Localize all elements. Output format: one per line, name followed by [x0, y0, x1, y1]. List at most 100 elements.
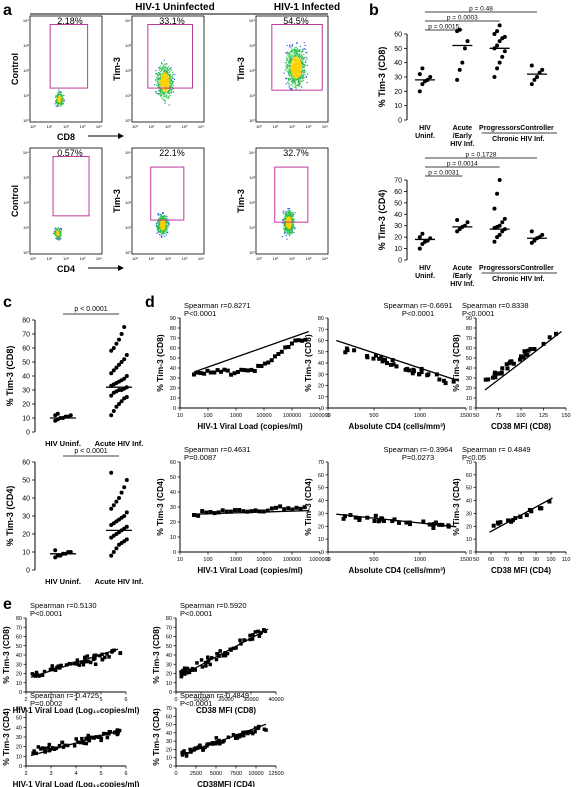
p-value-label: p < 0.0001 — [74, 306, 107, 313]
y-tick-label: 10² — [125, 68, 131, 73]
data-point — [64, 663, 69, 667]
x-tick-label: 10¹ — [273, 256, 279, 261]
y-tick-label: 30 — [318, 511, 324, 517]
data-point — [124, 374, 129, 378]
data-point — [511, 361, 516, 366]
x-tick-label: 6 — [124, 771, 127, 777]
y-tick-label: 0 — [169, 764, 172, 770]
data-point — [196, 513, 201, 518]
data-point — [202, 371, 207, 376]
data-point — [253, 508, 258, 513]
y-tick-label: 0 — [26, 430, 30, 437]
y-tick-label: 90 — [466, 316, 472, 322]
y-tick-label: 40 — [318, 499, 324, 505]
data-point — [465, 39, 470, 44]
y-tick-label: 0 — [19, 764, 22, 770]
data-point — [115, 728, 120, 732]
data-point — [50, 664, 54, 668]
flow-plot-frame — [131, 147, 205, 255]
y-tick-label: 70 — [466, 336, 472, 342]
header-uninfected: HIV-1 Uninfected — [135, 2, 214, 13]
y-tick-label: 40 — [394, 212, 402, 219]
data-point — [497, 23, 502, 28]
regression-line — [489, 497, 553, 533]
spearman-label: Spearman r=0.4631 — [184, 445, 251, 454]
data-point — [107, 655, 111, 659]
data-point — [273, 354, 277, 359]
data-point — [217, 654, 221, 658]
data-point — [526, 348, 531, 353]
x-tick-label: 75 — [495, 413, 501, 419]
data-point — [298, 506, 303, 511]
data-point — [85, 654, 90, 658]
y-tick-label: 80 — [22, 318, 30, 325]
data-point — [262, 361, 267, 366]
y-tick-label: 10⁴ — [125, 150, 131, 155]
data-point — [238, 638, 242, 642]
data-point — [460, 60, 465, 65]
y-tick-label: 30 — [166, 662, 172, 668]
data-point — [283, 345, 288, 350]
data-point — [382, 519, 386, 523]
data-point — [111, 346, 116, 350]
data-point — [39, 747, 43, 751]
spearman-label: Spearman r=-0.3964 — [383, 445, 452, 454]
y-tick-label: 30 — [394, 75, 402, 82]
x-tick-label: 5000 — [210, 771, 222, 777]
data-point — [303, 337, 308, 342]
x-tick-label: 10² — [289, 124, 295, 129]
y-tick-label: 30 — [318, 372, 324, 378]
data-point — [92, 653, 96, 658]
y-tick-label: 10¹ — [125, 225, 131, 230]
flow-y-axis-label: Control — [10, 53, 20, 85]
data-point — [225, 368, 230, 373]
y-tick-label: 20 — [394, 235, 402, 242]
data-point — [274, 505, 278, 510]
y-tick-label: 0 — [469, 406, 472, 412]
data-point — [199, 745, 203, 750]
data-point — [265, 508, 270, 513]
y-tick-label: 0 — [26, 568, 30, 575]
x-tick-label: 10 — [177, 413, 183, 419]
y-tick-label: 20 — [466, 386, 472, 392]
data-point — [93, 662, 98, 666]
data-point — [105, 652, 109, 656]
data-point — [109, 506, 114, 511]
x-tick-label: 90 — [533, 557, 539, 563]
y-tick-label: 20 — [166, 672, 172, 678]
x-tick-label: 10⁴ — [322, 124, 328, 129]
data-point — [59, 663, 63, 668]
p-value-label: P<0.0001 — [30, 609, 62, 618]
data-point — [42, 669, 47, 674]
y-tick-label: 50 — [166, 723, 172, 729]
group-label: Controller — [520, 125, 554, 132]
data-point — [524, 513, 529, 518]
data-point — [124, 395, 129, 399]
p-value-label: P<0.0001 — [180, 699, 212, 708]
data-point — [250, 637, 255, 641]
data-point — [492, 372, 497, 377]
data-point — [493, 375, 498, 380]
data-point — [114, 499, 119, 504]
data-point — [215, 652, 219, 656]
spearman-label: Spearman r=0.5130 — [30, 601, 97, 610]
y-tick-label: 30 — [22, 514, 30, 521]
data-point — [231, 733, 236, 737]
y-tick-label: 70 — [22, 332, 30, 339]
data-point — [269, 506, 274, 511]
y-tick-label: 40 — [22, 496, 30, 503]
data-point — [495, 191, 500, 196]
data-point — [103, 655, 107, 660]
data-point — [249, 509, 254, 514]
regression-line — [183, 723, 267, 756]
data-point — [379, 355, 384, 360]
data-point — [390, 358, 395, 362]
data-point — [195, 370, 200, 375]
gate-percentage: 33.1% — [159, 16, 185, 26]
data-point — [529, 63, 534, 68]
header-infected: HIV-1 Infected — [274, 2, 340, 13]
data-point — [352, 348, 357, 353]
x-tick-label: 10000 — [193, 697, 208, 703]
y-tick-label: 10¹ — [249, 225, 255, 230]
x-tick-label: 100000 — [283, 557, 301, 563]
